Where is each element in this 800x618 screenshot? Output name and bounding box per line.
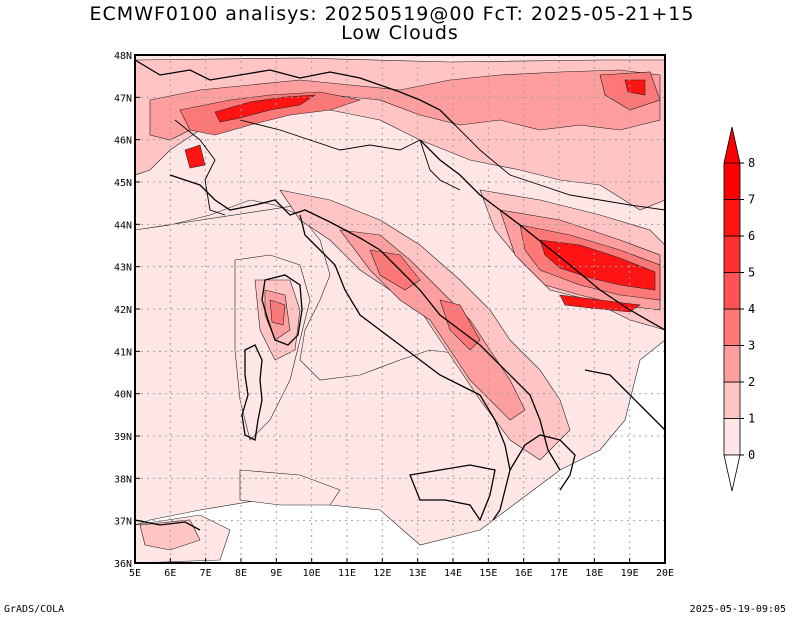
colorbar-segment bbox=[723, 418, 741, 456]
colorbar-max-arrow bbox=[723, 126, 741, 164]
lat-label: 47N bbox=[114, 93, 132, 104]
lon-label: 10E bbox=[303, 568, 321, 579]
colorbar-label: 0 bbox=[748, 448, 755, 462]
colorbar-label: 2 bbox=[748, 375, 755, 389]
lat-label: 41N bbox=[114, 347, 132, 358]
lon-label: 9E bbox=[270, 568, 282, 579]
lat-label: 36N bbox=[114, 559, 132, 570]
colorbar-min-arrow bbox=[723, 454, 741, 492]
map-gridlines bbox=[135, 55, 665, 563]
lat-label: 37N bbox=[114, 517, 132, 528]
lon-label: 7E bbox=[200, 568, 212, 579]
chart-title: ECMWF0100 analisys: 20250519@00 FcT: 202… bbox=[89, 3, 695, 25]
colorbar-segment bbox=[723, 381, 741, 419]
colorbar-segment bbox=[723, 162, 741, 200]
colorbar-segment bbox=[723, 345, 741, 383]
colorbar-label: 7 bbox=[748, 193, 755, 207]
lon-label: 18E bbox=[585, 568, 603, 579]
latitude-labels: 36N 37N 38N 39N 40N 41N 42N 43N 44N 45N 46N 47N 48N bbox=[114, 51, 140, 570]
lat-label: 44N bbox=[114, 220, 132, 231]
colorbar-label: 6 bbox=[748, 229, 755, 243]
lat-label: 40N bbox=[114, 390, 132, 401]
lon-label: 16E bbox=[515, 568, 533, 579]
lat-label: 39N bbox=[114, 432, 132, 443]
colorbar-label: 8 bbox=[748, 156, 755, 170]
coastlines bbox=[135, 59, 665, 531]
lon-label: 12E bbox=[373, 568, 391, 579]
lat-label: 46N bbox=[114, 136, 132, 147]
lon-label: 5E bbox=[129, 568, 141, 579]
colorbar-segment bbox=[723, 308, 741, 346]
colorbar-label: 5 bbox=[748, 266, 755, 280]
lon-label: 15E bbox=[479, 568, 497, 579]
lat-label: 48N bbox=[114, 51, 132, 62]
lon-label: 17E bbox=[550, 568, 568, 579]
footer-right: 2025-05-19-09:05 bbox=[689, 604, 786, 615]
lon-label: 8E bbox=[235, 568, 247, 579]
colorbar-segment bbox=[723, 272, 741, 310]
borders bbox=[174, 119, 665, 216]
lon-label: 14E bbox=[444, 568, 462, 579]
chart-subtitle: Low Clouds bbox=[341, 22, 459, 44]
colorbar-label: 4 bbox=[748, 302, 755, 316]
map-figure: 5E 6E 7E 8E 9E 10E 11E 12E 13E 14E 15E 16E 17E 18E 19E… bbox=[114, 51, 755, 579]
lat-label: 43N bbox=[114, 263, 132, 274]
lon-label: 11E bbox=[338, 568, 356, 579]
colorbar: 0 1 2 3 4 5 6 7 8 bbox=[723, 126, 755, 492]
lat-label: 38N bbox=[114, 474, 132, 485]
lon-label: 6E bbox=[164, 568, 176, 579]
lon-label: 13E bbox=[409, 568, 427, 579]
colorbar-label: 3 bbox=[748, 339, 755, 353]
footer-left: GrADS/COLA bbox=[4, 604, 65, 615]
colorbar-segment bbox=[723, 235, 741, 273]
lat-label: 42N bbox=[114, 305, 132, 316]
map-panel bbox=[135, 55, 665, 563]
colorbar-label: 1 bbox=[748, 412, 755, 426]
lon-label: 19E bbox=[621, 568, 639, 579]
lon-label: 20E bbox=[656, 568, 674, 579]
cloud-level-5-8 bbox=[184, 79, 656, 313]
longitude-labels: 5E 6E 7E 8E 9E 10E 11E 12E 13E 14E 15E 16E 17E 18E 19E… bbox=[129, 558, 674, 579]
lat-label: 45N bbox=[114, 178, 132, 189]
colorbar-segment bbox=[723, 199, 741, 237]
